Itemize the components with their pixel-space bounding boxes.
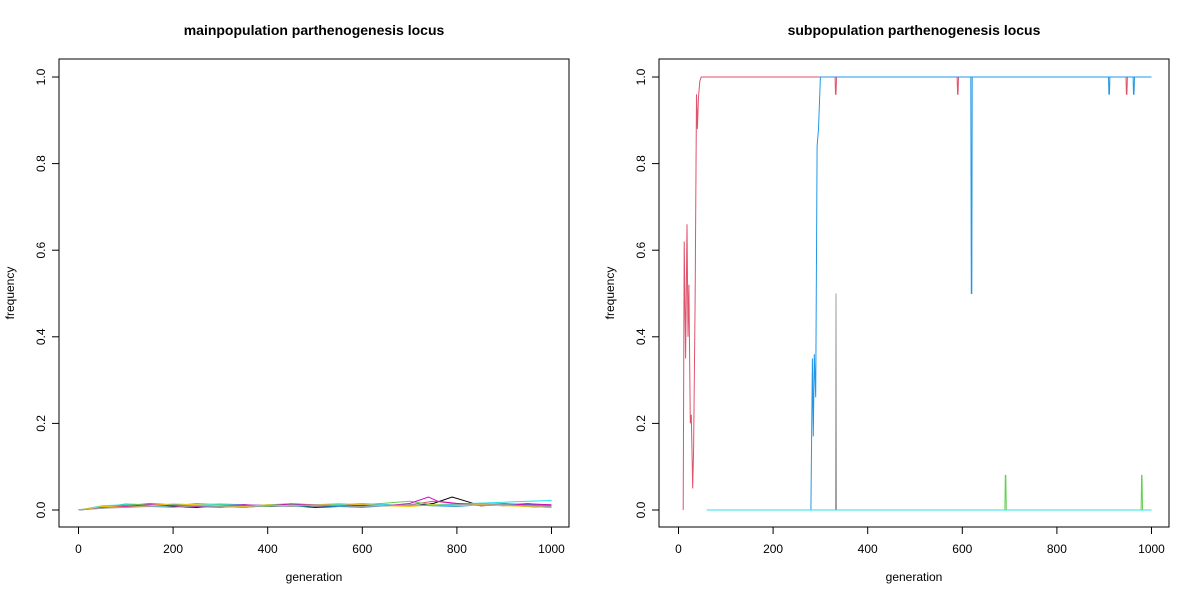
x-tick-label: 800 (447, 542, 467, 556)
chart-title-main: mainpopulation parthenogenesis locus (184, 22, 445, 38)
y-tick-label: 0.2 (34, 415, 48, 432)
y-axis-sub: 0.0 0.2 0.4 0.6 0.8 1.0 (634, 68, 660, 518)
series-line-4 (78, 500, 552, 511)
series-line-3 (706, 474, 1152, 511)
x-tick-label: 600 (352, 542, 372, 556)
series-group-sub (682, 76, 1152, 511)
x-tick-label: 0 (75, 542, 82, 556)
x-axis-label-main: generation (286, 570, 343, 584)
x-tick-label: 0 (675, 542, 682, 556)
x-axis-main: 0 200 400 600 800 1000 (75, 526, 565, 556)
x-tick-label: 400 (258, 542, 278, 556)
panel-sub: subpopulation parthenogenesis locus 0 200… (603, 22, 1170, 584)
y-tick-label: 0.2 (634, 415, 648, 432)
series-line-2 (834, 293, 838, 511)
series-line-7 (78, 503, 552, 511)
panel-main: mainpopulation parthenogenesis locus 0 20… (3, 22, 570, 584)
y-tick-label: 0.6 (34, 242, 48, 259)
x-axis-label-sub: generation (886, 570, 943, 584)
x-axis-sub: 0 200 400 600 800 1000 (675, 526, 1165, 556)
y-tick-label: 0.0 (634, 501, 648, 518)
chart-title-sub: subpopulation parthenogenesis locus (788, 22, 1041, 38)
y-axis-label-sub: frequency (603, 267, 617, 320)
plot-box-sub (658, 58, 1170, 528)
x-tick-label: 600 (952, 542, 972, 556)
x-tick-label: 400 (858, 542, 878, 556)
y-axis-main: 0.0 0.2 0.4 0.6 0.8 1.0 (34, 68, 60, 518)
x-tick-label: 200 (763, 542, 783, 556)
y-tick-label: 0.8 (634, 155, 648, 172)
y-tick-label: 0.4 (634, 328, 648, 345)
y-tick-label: 1.0 (34, 68, 48, 85)
plot-box-main (58, 58, 570, 528)
y-tick-label: 0.0 (34, 501, 48, 518)
series-line-0 (682, 76, 1152, 511)
y-tick-label: 0.8 (34, 155, 48, 172)
y-tick-label: 1.0 (634, 68, 648, 85)
y-tick-label: 0.6 (634, 242, 648, 259)
series-group-main (78, 496, 552, 511)
y-tick-label: 0.4 (34, 328, 48, 345)
y-axis-label-main: frequency (3, 267, 17, 320)
x-tick-label: 800 (1047, 542, 1067, 556)
x-tick-label: 1000 (1138, 542, 1165, 556)
series-line-1 (706, 76, 1152, 511)
x-tick-label: 1000 (538, 542, 565, 556)
x-tick-label: 200 (163, 542, 183, 556)
